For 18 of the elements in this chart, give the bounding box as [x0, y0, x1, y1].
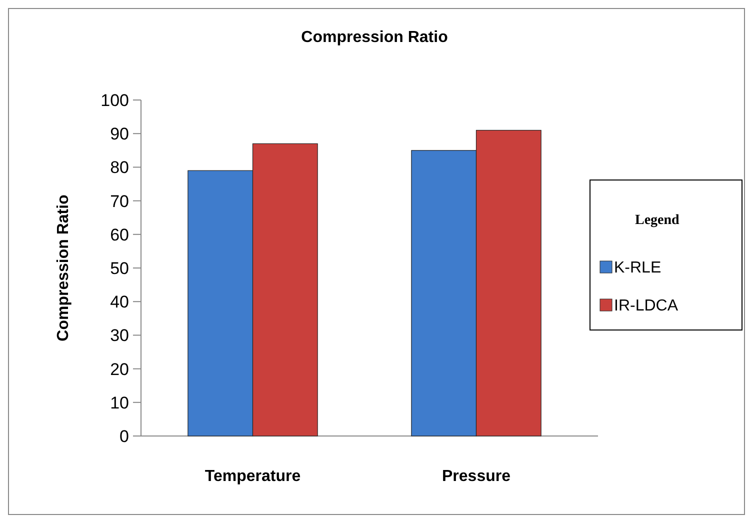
- y-tick-label: 60: [110, 225, 129, 244]
- y-tick-label: 50: [110, 258, 129, 278]
- y-tick-label: 100: [100, 90, 129, 110]
- legend-label: K-RLE: [614, 260, 662, 277]
- y-axis-title: Compression Ratio: [55, 194, 72, 342]
- x-tick-label: Pressure: [442, 468, 511, 485]
- chart-title: Compression Ratio: [301, 29, 448, 46]
- y-tick-label: 90: [110, 124, 129, 144]
- x-tick-label: Temperature: [204, 468, 301, 485]
- legend-label: IR-LDCA: [614, 298, 678, 315]
- y-tick-label: 20: [110, 360, 129, 379]
- y-tick-label: 70: [110, 192, 129, 211]
- y-tick-label: 0: [120, 426, 129, 446]
- y-tick-label: 40: [110, 292, 129, 312]
- y-tick-label: 30: [110, 326, 129, 346]
- legend-title: Legend: [635, 213, 680, 228]
- y-tick-label: 80: [110, 158, 129, 178]
- y-tick-label: 10: [110, 393, 129, 412]
